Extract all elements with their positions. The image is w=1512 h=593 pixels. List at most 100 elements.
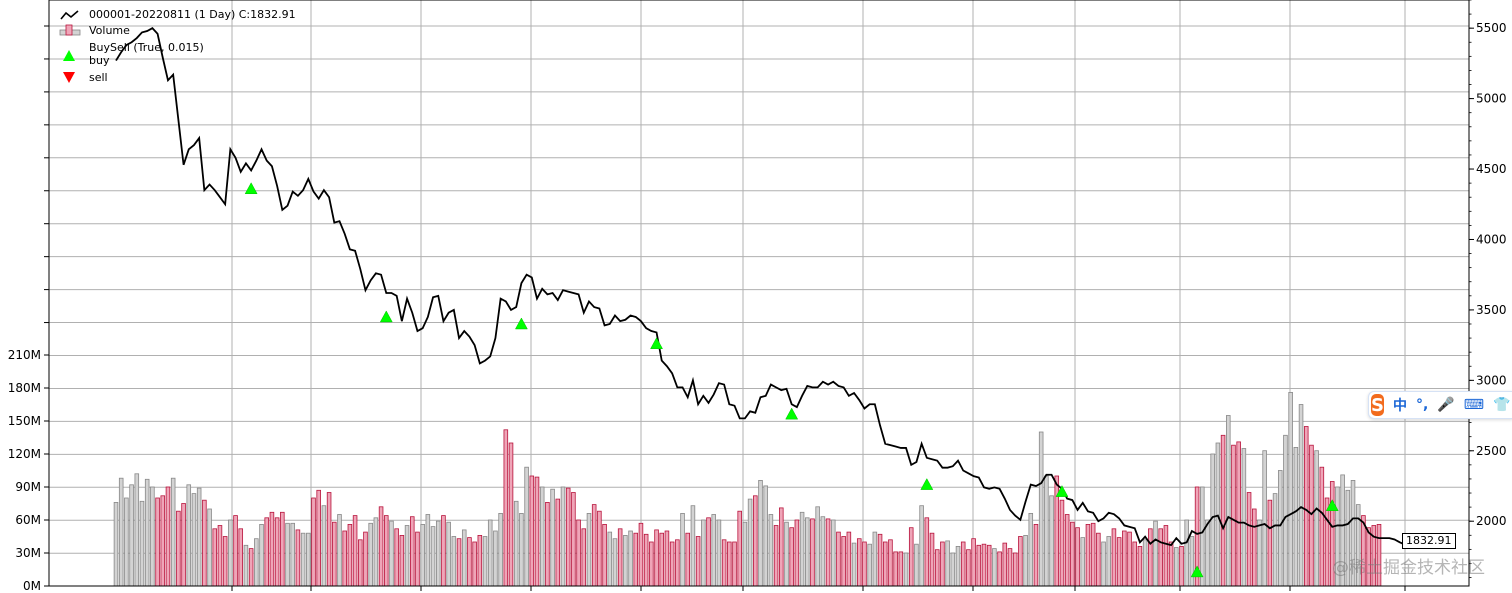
volume-bar bbox=[430, 526, 436, 587]
volume-bar bbox=[1267, 499, 1273, 587]
volume-bar bbox=[337, 514, 342, 587]
volume-bar bbox=[248, 548, 254, 587]
volume-bar bbox=[113, 501, 119, 587]
volume-bar bbox=[550, 488, 555, 587]
legend-volume-icon-bar bbox=[65, 24, 73, 36]
buy-marker bbox=[1325, 499, 1339, 511]
volume-bar bbox=[773, 525, 779, 587]
volume-bar bbox=[888, 539, 893, 587]
buy-marker bbox=[785, 407, 799, 420]
volume-bar bbox=[477, 535, 483, 587]
volume-bar bbox=[238, 528, 244, 587]
volume-bar bbox=[269, 511, 275, 587]
volume-bar bbox=[181, 503, 186, 587]
volume-bar bbox=[1231, 444, 1236, 587]
volume-bar bbox=[586, 513, 592, 587]
volume-bar bbox=[836, 531, 841, 587]
volume-bar bbox=[727, 541, 732, 587]
volume-bar bbox=[1070, 521, 1075, 587]
price-tick-label: 4500 bbox=[1476, 162, 1507, 176]
volume-bar bbox=[1168, 541, 1174, 587]
volume-bar bbox=[934, 549, 940, 587]
volume-bar bbox=[820, 516, 826, 587]
volume-bar bbox=[290, 522, 295, 587]
volume-bar bbox=[810, 518, 815, 587]
volume-bar bbox=[742, 521, 748, 587]
volume-bar bbox=[1324, 497, 1330, 587]
volume-bar bbox=[966, 549, 971, 587]
volume-bar bbox=[378, 506, 384, 587]
volume-bar bbox=[1137, 546, 1143, 587]
volume-bar bbox=[919, 505, 924, 587]
volume-bar bbox=[1090, 522, 1096, 587]
volume-bar bbox=[170, 477, 176, 587]
volume-bar bbox=[259, 524, 264, 587]
legend-sell-icon bbox=[63, 72, 75, 83]
volume-bar bbox=[940, 541, 945, 587]
volume-bar bbox=[394, 528, 399, 587]
volume-bar bbox=[1002, 542, 1008, 587]
volume-bar bbox=[1163, 525, 1169, 587]
volume-bar bbox=[643, 533, 649, 587]
volume-bar bbox=[945, 540, 950, 587]
volume-bar bbox=[779, 507, 784, 587]
volume-bar bbox=[711, 514, 716, 587]
plot-frame bbox=[48, 0, 1470, 587]
volume-bar bbox=[690, 505, 696, 587]
legend-label-volume: Volume bbox=[89, 24, 130, 37]
buy-marker bbox=[650, 337, 663, 349]
volume-bar bbox=[217, 525, 223, 587]
skin-icon[interactable]: 👕 bbox=[1492, 397, 1511, 413]
volume-bar bbox=[435, 520, 441, 587]
volume-bar bbox=[950, 552, 956, 587]
volume-bar bbox=[373, 517, 379, 587]
volume-bar bbox=[591, 504, 597, 587]
volume-bar bbox=[1252, 508, 1257, 587]
volume-bar bbox=[1080, 537, 1086, 587]
volume-bar bbox=[233, 515, 238, 587]
volume-bar bbox=[649, 541, 654, 587]
sogou-logo-icon[interactable]: S bbox=[1371, 394, 1384, 416]
volume-bar bbox=[321, 505, 327, 587]
volume-bar bbox=[882, 541, 888, 587]
volume-bar bbox=[285, 522, 290, 587]
volume-bar bbox=[1241, 448, 1247, 587]
volume-bar bbox=[446, 521, 451, 587]
volume-bar bbox=[118, 477, 124, 587]
volume-bar bbox=[1033, 524, 1039, 587]
price-tick-label: 4000 bbox=[1476, 232, 1507, 246]
legend-label-buy: buy bbox=[89, 54, 110, 67]
volume-bar bbox=[1215, 442, 1221, 587]
volume-bar bbox=[1028, 513, 1034, 587]
volume-bar bbox=[633, 532, 639, 587]
volume-bar bbox=[1309, 444, 1314, 587]
volume-bar bbox=[352, 515, 358, 587]
volume-bar bbox=[1246, 492, 1252, 587]
volume-tick-label: 0M bbox=[23, 579, 41, 593]
keyboard-icon[interactable]: ⌨ bbox=[1463, 397, 1484, 413]
ime-chinese-mode[interactable]: 中 bbox=[1392, 398, 1407, 414]
volume-bar bbox=[358, 539, 363, 587]
volume-bar bbox=[815, 506, 820, 587]
ime-toolbar[interactable]: S 中 °, 🎤 ⌨ 👕 ⋮ bbox=[1368, 391, 1512, 419]
volume-bar bbox=[737, 510, 742, 587]
volume-bar bbox=[1153, 520, 1158, 587]
volume-bar bbox=[160, 495, 166, 587]
volume-bar bbox=[144, 478, 150, 587]
volume-bar bbox=[274, 517, 280, 587]
volume-bar bbox=[893, 551, 898, 587]
price-line-group bbox=[115, 27, 1406, 547]
ime-punctuation-icon[interactable]: °, bbox=[1415, 397, 1429, 413]
volume-bar bbox=[124, 497, 129, 587]
microphone-icon[interactable]: 🎤 bbox=[1437, 397, 1455, 413]
volume-bar bbox=[555, 498, 561, 587]
volume-bar bbox=[493, 530, 498, 587]
volume-bar bbox=[482, 536, 488, 587]
volume-bar bbox=[758, 479, 763, 587]
buy-marker bbox=[1190, 565, 1204, 578]
volume-bar bbox=[1205, 519, 1210, 587]
volume-bar bbox=[612, 538, 618, 587]
volume-bar bbox=[228, 519, 233, 587]
volume-bar bbox=[1189, 536, 1195, 587]
